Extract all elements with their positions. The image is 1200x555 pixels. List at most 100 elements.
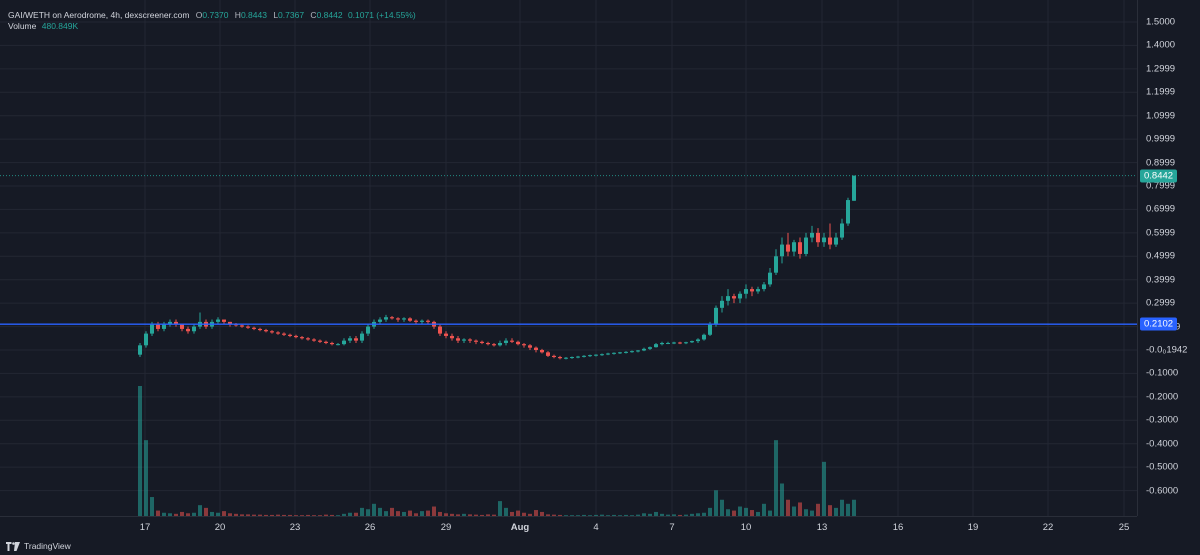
candle-body: [744, 289, 748, 294]
candle-body: [798, 242, 802, 254]
close-key: C: [310, 10, 317, 20]
price-tick-label: -0.6000: [1146, 485, 1179, 497]
candle-body: [276, 332, 280, 334]
price-axis[interactable]: 1.5000 1.4000 1.2999 1.1999 1.0999 0.9999 0.89…: [1137, 0, 1200, 516]
time-axis[interactable]: 17 20 23 26 29 Aug 4 7 10 13 16 19 22 25: [0, 516, 1137, 538]
volume-bar: [144, 440, 148, 516]
price-tick-label: -0.3000: [1146, 414, 1179, 426]
candle-body: [426, 320, 430, 322]
candle-body: [456, 338, 460, 341]
candle-body: [672, 342, 676, 344]
price-tick-label: 0.5999: [1146, 227, 1176, 239]
volume-bar: [228, 513, 232, 516]
volume-bar: [822, 461, 826, 516]
candle-body: [252, 327, 256, 329]
candle-body: [846, 200, 850, 224]
volume-bar: [642, 513, 646, 516]
volume-bar: [210, 511, 214, 516]
candle-body: [366, 326, 370, 334]
time-tick-label: 26: [364, 522, 376, 533]
candle-body: [246, 326, 250, 328]
volume-bar: [606, 515, 610, 516]
volume-bar: [552, 514, 556, 516]
volume-bar: [840, 499, 844, 516]
tradingview-brand[interactable]: TradingView: [6, 541, 71, 551]
candle-body: [222, 319, 226, 322]
candle-body: [450, 335, 454, 339]
volume-bar: [672, 514, 676, 516]
brand-name: TradingView: [24, 541, 71, 551]
candle-body: [156, 324, 160, 329]
chart-pane[interactable]: GAI/WETH on Aerodrome, 4h, dexscreener.c…: [0, 0, 1137, 516]
candle-body: [168, 321, 172, 325]
candle-body: [486, 342, 490, 345]
candle-body: [438, 326, 442, 334]
candle-body: [612, 352, 616, 354]
candle-body: [684, 342, 688, 344]
volume-label[interactable]: Volume: [8, 21, 37, 31]
volume-bar: [138, 386, 142, 516]
candle-body: [696, 339, 700, 342]
volume-bar: [240, 514, 244, 516]
volume-bar: [288, 514, 292, 516]
candle-body: [822, 237, 826, 243]
time-tick-label: 23: [289, 522, 301, 533]
candle-body: [546, 352, 550, 356]
candle-body: [720, 300, 724, 308]
candle-body: [762, 284, 766, 290]
volume-bar: [372, 503, 376, 516]
candle-body: [816, 232, 820, 243]
candle-body: [756, 289, 760, 292]
volume-bar: [384, 511, 388, 516]
candle-body: [264, 330, 268, 332]
volume-bar: [408, 510, 412, 516]
candle-body: [288, 334, 292, 336]
price-tick-label: 1.5000: [1146, 16, 1176, 28]
candle-body: [558, 357, 562, 359]
open-key: O: [195, 10, 203, 20]
volume-bar: [576, 515, 580, 516]
candle-body: [828, 237, 832, 245]
candle-body: [312, 339, 316, 341]
candle-body: [654, 344, 658, 348]
current-price-tag: 0.8442: [1140, 169, 1178, 183]
volume-bar: [462, 513, 466, 516]
price-tick-label: 1.2999: [1146, 63, 1176, 75]
volume-bar: [810, 510, 814, 516]
candle-body: [582, 355, 586, 357]
time-tick-label: 13: [816, 522, 828, 533]
volume-bar: [588, 515, 592, 516]
candle-body: [282, 333, 286, 335]
volume-bar: [486, 514, 490, 516]
candle-body: [750, 289, 754, 292]
candle-body: [324, 341, 328, 343]
price-tick-label: -0.2000: [1146, 391, 1179, 403]
volume-bar: [276, 514, 280, 516]
candle-body: [588, 355, 592, 357]
volume-bar: [558, 514, 562, 516]
candle-body: [402, 318, 406, 320]
candle-body: [420, 320, 424, 322]
candle-body: [318, 340, 322, 342]
chart-legend: GAI/WETH on Aerodrome, 4h, dexscreener.c…: [8, 10, 416, 32]
candle-body: [804, 237, 808, 254]
open-value: 0.7370: [202, 10, 229, 20]
candle-body: [540, 350, 544, 353]
volume-bar: [816, 503, 820, 516]
volume-bar: [318, 515, 322, 516]
volume-bar: [792, 506, 796, 516]
volume-bar: [684, 514, 688, 516]
tradingview-logo-icon: [6, 541, 20, 551]
volume-bar: [198, 505, 202, 516]
candle-body: [606, 353, 610, 355]
candle-body: [624, 351, 628, 353]
candle-body: [552, 355, 556, 358]
candle-body: [516, 341, 520, 345]
candle-body: [576, 356, 580, 358]
symbol-title[interactable]: GAI/WETH on Aerodrome, 4h, dexscreener.c…: [8, 10, 190, 20]
price-tick-label: -0.4000: [1146, 438, 1179, 450]
price-tick-label: 0.2999: [1146, 297, 1176, 309]
candle-body: [534, 347, 538, 350]
price-chart[interactable]: [0, 0, 1137, 516]
candle-body: [468, 339, 472, 341]
